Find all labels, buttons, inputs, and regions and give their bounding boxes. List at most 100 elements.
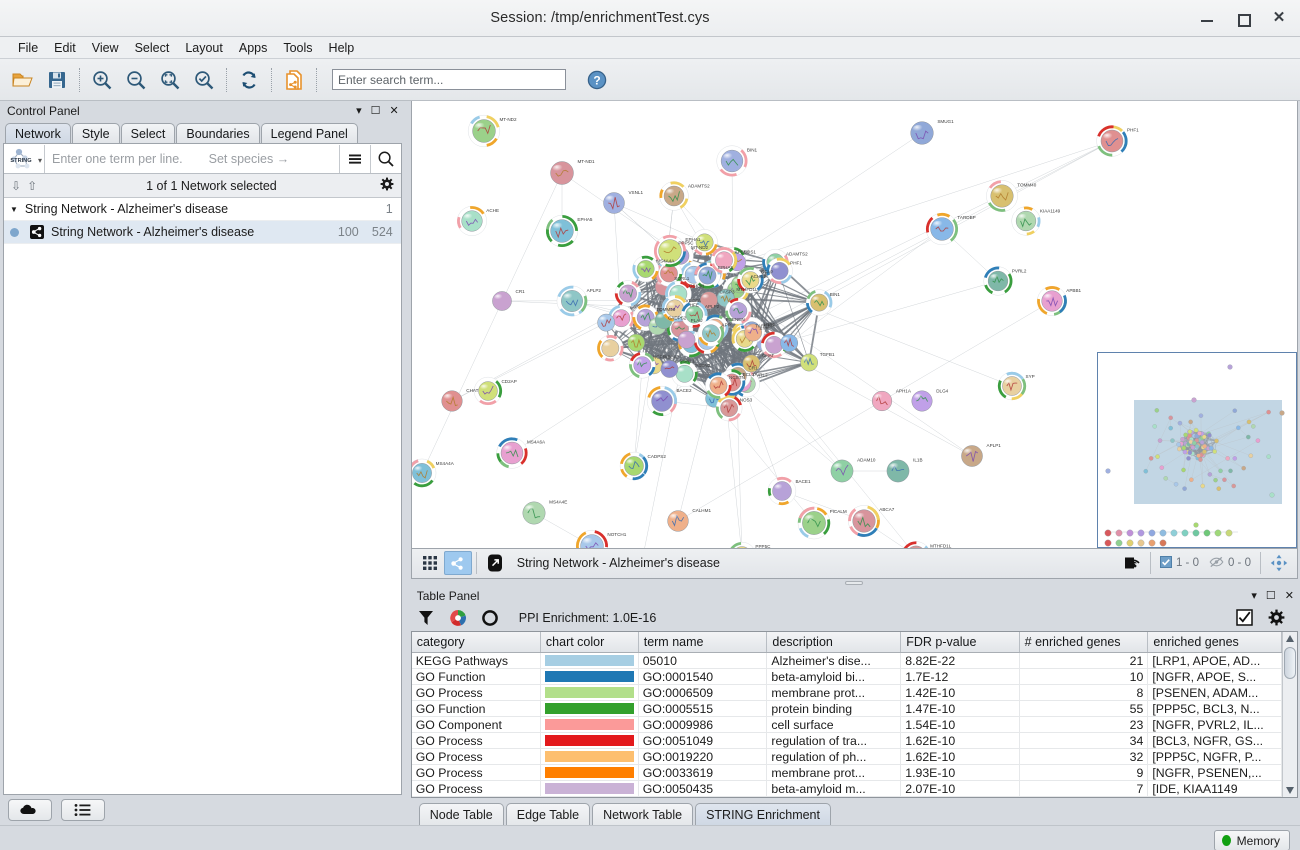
table-row[interactable]: GO Process GO:0050435 beta-amyloid m... 2.0… (411, 780, 1283, 797)
network-node[interactable] (871, 390, 892, 412)
chevron-down-icon[interactable]: ▾ (356, 105, 362, 117)
tab-legend-panel[interactable]: Legend Panel (260, 123, 358, 143)
network-collection-row[interactable]: ▼ String Network - Alzheimer's disease 1 (4, 198, 401, 221)
network-node[interactable] (766, 257, 793, 285)
maximize-icon[interactable] (1236, 11, 1251, 27)
menu-layout[interactable]: Layout (185, 40, 223, 55)
network-node[interactable] (985, 180, 1018, 212)
close-icon[interactable]: ✕ (1272, 9, 1286, 26)
vertical-splitter[interactable] (404, 101, 409, 825)
export-share-icon[interactable] (1118, 551, 1146, 575)
column-header-enriched-genes[interactable]: enriched genes (1147, 631, 1283, 653)
scrollbar-thumb[interactable] (1284, 646, 1297, 679)
network-node[interactable] (799, 353, 818, 372)
enrichment-table[interactable]: category chart color term name descripti… (410, 630, 1298, 798)
table-row[interactable]: GO Function GO:0005515 protein binding 1.47… (411, 700, 1283, 717)
table-row[interactable]: GO Process GO:0019220 regulation of ph... 1… (411, 748, 1283, 765)
arrow-box-icon[interactable] (481, 551, 509, 575)
close-icon[interactable]: ✕ (1284, 590, 1294, 602)
column-header-term-name[interactable]: term name (638, 631, 768, 653)
network-node[interactable] (697, 320, 724, 347)
menu-help[interactable]: Help (328, 40, 355, 55)
double-chevron-down-icon[interactable]: ⇩ (11, 178, 22, 193)
network-node[interactable] (691, 229, 718, 256)
network-node[interactable] (716, 145, 748, 177)
network-node[interactable] (646, 385, 677, 417)
column-header-enriched-count[interactable]: # enriched genes (1019, 631, 1149, 653)
network-node[interactable] (847, 505, 880, 537)
network-node[interactable] (886, 459, 910, 483)
chevron-down-icon[interactable]: ▾ (1251, 590, 1257, 602)
network-node[interactable] (667, 510, 689, 532)
network-node[interactable] (556, 285, 588, 317)
network-node[interactable] (614, 280, 642, 307)
string-term-input[interactable]: Enter one term per line. Set species → (44, 144, 339, 173)
refresh-layout-button[interactable] (232, 63, 266, 97)
network-node[interactable] (710, 247, 738, 274)
network-node[interactable] (677, 330, 696, 349)
tab-node-table[interactable]: Node Table (418, 803, 504, 825)
task-list-button[interactable] (61, 799, 105, 821)
chevron-down-icon[interactable]: ▾ (37, 155, 42, 165)
help-question-icon[interactable]: ? (580, 63, 614, 97)
network-node[interactable] (724, 297, 752, 325)
search-input[interactable]: Enter search term... (332, 69, 566, 90)
triangle-down-icon[interactable] (1284, 784, 1296, 797)
network-node[interactable] (910, 121, 934, 145)
network-node[interactable] (467, 114, 500, 148)
selected-edges-count[interactable]: 0 - 0 (1204, 556, 1256, 571)
table-row[interactable]: GO Process GO:0033619 membrane prot... 1.93… (411, 764, 1283, 781)
network-node[interactable] (671, 360, 698, 388)
triangle-down-icon[interactable]: ▼ (10, 204, 18, 214)
menu-file[interactable]: File (18, 40, 39, 55)
network-node[interactable] (983, 266, 1013, 296)
network-node[interactable] (628, 351, 656, 379)
network-node[interactable] (680, 301, 708, 328)
network-node[interactable] (704, 372, 732, 399)
network-node[interactable] (491, 291, 512, 311)
network-node[interactable] (596, 334, 624, 362)
network-node[interactable] (659, 181, 689, 211)
network-node[interactable] (603, 192, 625, 214)
tab-select[interactable]: Select (120, 123, 176, 143)
maximize-icon[interactable]: ☐ (370, 105, 381, 117)
network-node[interactable] (830, 459, 854, 483)
network-node[interactable] (742, 354, 760, 373)
close-icon[interactable]: ✕ (389, 105, 399, 117)
checkbox-checked-icon[interactable] (1234, 607, 1256, 629)
memory-status-button[interactable]: Memory (1213, 830, 1290, 850)
tab-boundaries[interactable]: Boundaries (176, 123, 260, 143)
zoom-in-button[interactable] (85, 63, 119, 97)
column-header-chart-color[interactable]: chart color (540, 631, 639, 653)
network-node[interactable] (522, 501, 546, 525)
grid-squares-icon[interactable] (416, 551, 444, 575)
network-node[interactable] (550, 161, 574, 185)
tab-edge-table[interactable]: Edge Table (505, 803, 591, 825)
menu-apps[interactable]: Apps (238, 40, 268, 55)
network-node[interactable] (699, 291, 718, 310)
menu-select[interactable]: Select (134, 40, 170, 55)
tab-style[interactable]: Style (71, 123, 120, 143)
network-graph[interactable]: MT-ND2 ADAMTS2 SYP ABCA7 PSENEN SORL1 TGFB1 TAR… (411, 101, 1298, 549)
table-vertical-scrollbar[interactable] (1282, 631, 1297, 797)
hamburger-menu-icon[interactable] (338, 144, 370, 173)
network-node[interactable] (925, 212, 958, 246)
pie-chart-color-icon[interactable] (447, 607, 469, 629)
network-node[interactable] (626, 333, 645, 352)
network-node[interactable] (760, 331, 788, 359)
network-node[interactable] (545, 214, 578, 248)
horizontal-splitter[interactable] (408, 578, 1300, 587)
network-node[interactable] (473, 376, 502, 406)
new-network-from-selection-button[interactable] (277, 63, 311, 97)
network-node[interactable] (997, 371, 1026, 401)
string-network-icon[interactable] (443, 551, 472, 576)
network-node[interactable] (441, 390, 463, 412)
sidebar-item-string-network[interactable]: String Network - Alzheimer's disease 100… (4, 221, 401, 244)
funnel-filter-icon[interactable] (415, 607, 437, 629)
menu-edit[interactable]: Edit (54, 40, 76, 55)
network-node[interactable] (960, 445, 983, 467)
string-db-logo-icon[interactable]: STRING ▾ (4, 145, 44, 173)
cloud-status-button[interactable] (8, 799, 52, 821)
network-node[interactable] (456, 206, 487, 236)
network-node[interactable] (805, 289, 833, 316)
